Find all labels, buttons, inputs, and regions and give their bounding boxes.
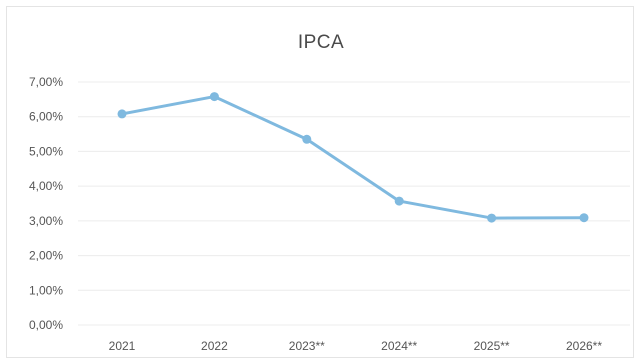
x-tick-label: 2025** bbox=[474, 339, 510, 353]
data-point bbox=[209, 92, 219, 102]
y-tick-label: 0,00% bbox=[29, 318, 63, 332]
chart-frame bbox=[6, 6, 634, 358]
data-point bbox=[117, 109, 127, 119]
y-tick-label: 1,00% bbox=[29, 283, 63, 297]
y-tick-label: 6,00% bbox=[29, 110, 63, 124]
series-line bbox=[120, 95, 586, 220]
series-layer bbox=[117, 92, 589, 223]
x-tick-label: 2021 bbox=[109, 339, 136, 353]
data-point bbox=[579, 213, 589, 223]
x-tick-label: 2026** bbox=[566, 339, 602, 353]
y-tick-label: 4,00% bbox=[29, 179, 63, 193]
y-tick-label: 3,00% bbox=[29, 214, 63, 228]
data-point bbox=[394, 196, 404, 206]
x-tick-label: 2024** bbox=[381, 339, 417, 353]
y-tick-label: 7,00% bbox=[29, 75, 63, 89]
data-point bbox=[487, 213, 497, 223]
data-point bbox=[302, 134, 312, 144]
x-axis-tick-labels: 2021 2022 2023** 2024** 2025** 2026** bbox=[109, 339, 603, 353]
chart-title: IPCA bbox=[297, 32, 345, 53]
y-axis-tick-labels: 0,00% 1,00% 2,00% 3,00% 4,00% 5,00% 6,00% 7,00% bbox=[29, 75, 63, 332]
y-tick-label: 5,00% bbox=[29, 144, 63, 158]
y-tick-label: 2,00% bbox=[29, 249, 63, 263]
x-tick-label: 2022 bbox=[201, 339, 228, 353]
gridlines bbox=[78, 81, 630, 326]
x-tick-label: 2023** bbox=[289, 339, 325, 353]
